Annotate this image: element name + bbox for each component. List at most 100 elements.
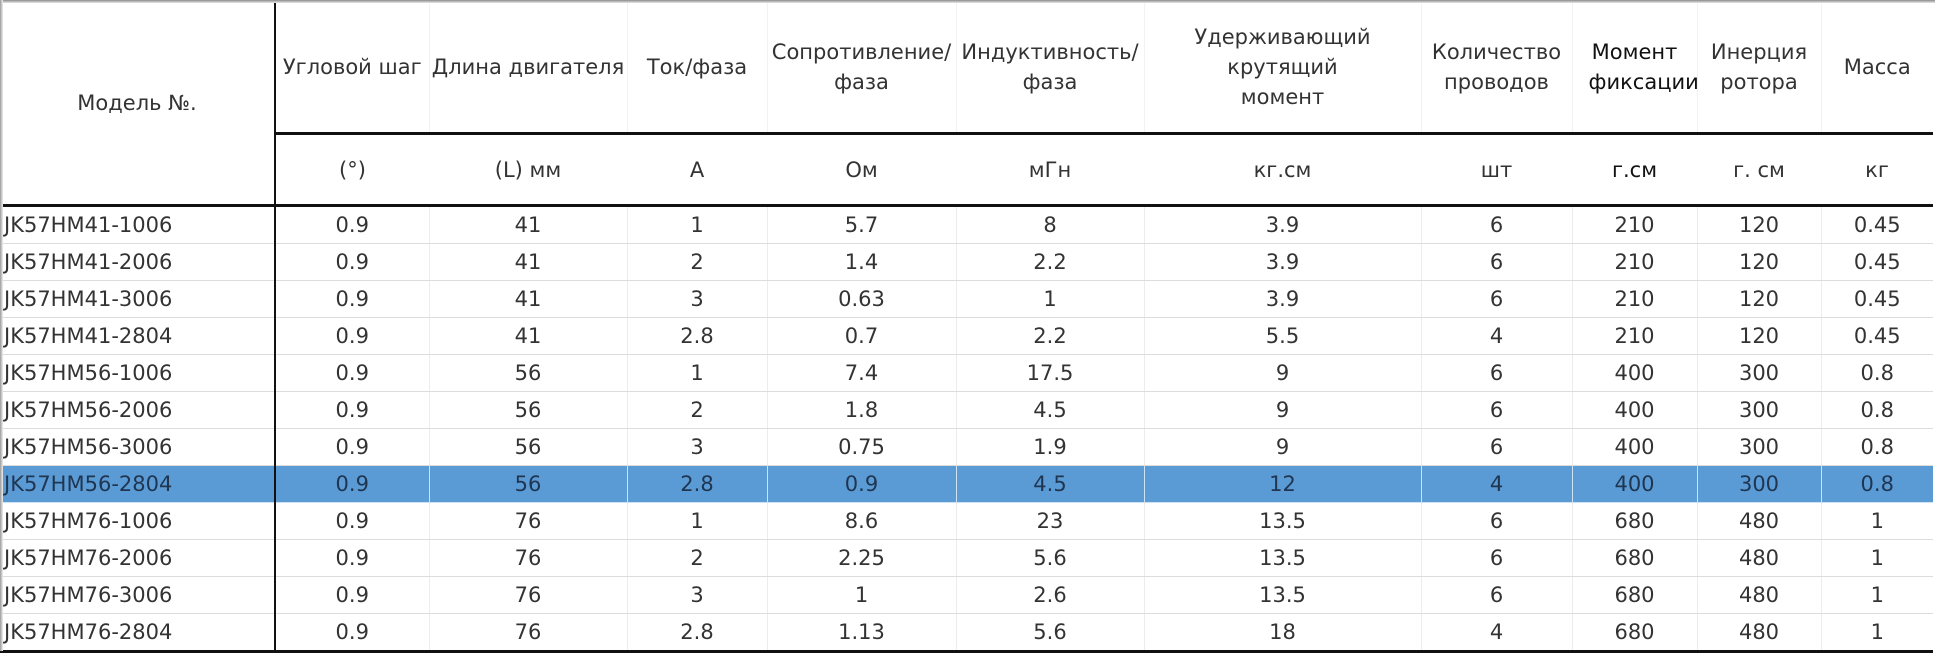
cell-rotor-inertia: 480 — [1696, 539, 1821, 577]
table-row[interactable]: JK57HM56-3006 0.9 56 3 0.75 1.9 9 6 400 … — [0, 428, 1933, 466]
cell-detent-torque: 400 — [1571, 428, 1697, 466]
cell-current: 2 — [626, 539, 767, 577]
cell-resistance: 7.4 — [766, 354, 956, 392]
cell-resistance: 1.4 — [766, 243, 956, 281]
table-row[interactable]: JK57HM41-3006 0.9 41 3 0.63 1 3.9 6 210 … — [0, 280, 1933, 318]
cell-model: JK57HM41-2006 — [0, 243, 276, 281]
cell-holding-torque: 9 — [1143, 428, 1421, 466]
cell-lead-wires: 6 — [1420, 354, 1572, 392]
table-row[interactable]: JK57HM41-2006 0.9 41 2 1.4 2.2 3.9 6 210… — [0, 243, 1933, 281]
header-model: Модель №. — [0, 2, 276, 207]
table-row[interactable]: JK57HM41-2804 0.9 41 2.8 0.7 2.2 5.5 4 2… — [0, 317, 1933, 355]
cell-inductance: 17.5 — [955, 354, 1144, 392]
cell-resistance: 1 — [766, 576, 956, 614]
table-row-selected[interactable]: JK57HM56-2804 0.9 56 2.8 0.9 4.5 12 4 40… — [0, 465, 1933, 503]
unit-lead-wires: шт — [1421, 133, 1572, 207]
table-row[interactable]: JK57HM56-1006 0.9 56 1 7.4 17.5 9 6 400 … — [0, 354, 1933, 392]
cell-model: JK57HM56-1006 — [0, 354, 276, 392]
table-row[interactable]: JK57HM56-2006 0.9 56 2 1.8 4.5 9 6 400 3… — [0, 391, 1933, 429]
cell-mass: 0.45 — [1820, 317, 1933, 355]
cell-holding-torque: 13.5 — [1143, 576, 1421, 614]
cell-current: 2 — [626, 391, 767, 429]
cell-motor-length: 76 — [428, 502, 627, 540]
cell-motor-length: 41 — [428, 317, 627, 355]
cell-lead-wires: 6 — [1420, 391, 1572, 429]
unit-rotor-inertia: г. см — [1697, 133, 1821, 207]
cell-model: JK57HM41-2804 — [0, 317, 276, 355]
cell-lead-wires: 6 — [1420, 502, 1572, 540]
cell-lead-wires: 6 — [1420, 205, 1572, 244]
cell-resistance: 1.8 — [766, 391, 956, 429]
header-unit-row: (°) (L) мм А Ом мГн кг.см шт г.см г. см … — [0, 133, 1933, 207]
cell-motor-length: 76 — [428, 576, 627, 614]
cell-rotor-inertia: 480 — [1696, 613, 1821, 653]
table-row[interactable]: JK57HM41-1006 0.9 41 1 5.7 8 3.9 6 210 1… — [0, 205, 1933, 244]
cell-rotor-inertia: 480 — [1696, 576, 1821, 614]
cell-inductance: 2.6 — [955, 576, 1144, 614]
cell-step-angle: 0.9 — [274, 280, 429, 318]
table-row[interactable]: JK57HM76-1006 0.9 76 1 8.6 23 13.5 6 680… — [0, 502, 1933, 540]
cell-model: JK57HM56-2006 — [0, 391, 276, 429]
cell-detent-torque: 680 — [1571, 576, 1697, 614]
left-edge-shadow — [0, 0, 3, 651]
top-edge-shadow — [0, 0, 1935, 3]
cell-rotor-inertia: 300 — [1696, 354, 1821, 392]
cell-resistance: 1.13 — [766, 613, 956, 653]
cell-detent-torque: 210 — [1571, 243, 1697, 281]
cell-rotor-inertia: 300 — [1696, 465, 1821, 503]
cell-resistance: 0.75 — [766, 428, 956, 466]
cell-current: 3 — [626, 280, 767, 318]
unit-mass: кг — [1821, 133, 1933, 207]
cell-resistance: 2.25 — [766, 539, 956, 577]
cell-step-angle: 0.9 — [274, 354, 429, 392]
cell-step-angle: 0.9 — [274, 502, 429, 540]
cell-lead-wires: 6 — [1420, 243, 1572, 281]
cell-holding-torque: 5.5 — [1143, 317, 1421, 355]
cell-inductance: 1.9 — [955, 428, 1144, 466]
cell-holding-torque: 13.5 — [1143, 502, 1421, 540]
cell-rotor-inertia: 120 — [1696, 317, 1821, 355]
header-motor-length: Длина двигателя — [428, 2, 627, 135]
cell-motor-length: 41 — [428, 280, 627, 318]
cell-mass: 1 — [1820, 539, 1933, 577]
cell-step-angle: 0.9 — [274, 243, 429, 281]
table-row[interactable]: JK57HM76-3006 0.9 76 3 1 2.6 13.5 6 680 … — [0, 576, 1933, 614]
cell-inductance: 5.6 — [955, 613, 1144, 653]
header-rotor-inertia: Инерция ротора — [1696, 2, 1821, 135]
cell-step-angle: 0.9 — [274, 465, 429, 503]
cell-inductance: 4.5 — [955, 391, 1144, 429]
cell-current: 3 — [626, 428, 767, 466]
unit-detent-torque: г.см — [1572, 133, 1697, 207]
cell-rotor-inertia: 480 — [1696, 502, 1821, 540]
cell-resistance: 0.9 — [766, 465, 956, 503]
unit-step-angle: (°) — [275, 133, 429, 207]
cell-lead-wires: 6 — [1420, 539, 1572, 577]
cell-detent-torque: 210 — [1571, 205, 1697, 244]
header-holding-torque: Удерживающий крутящий момент — [1143, 2, 1421, 135]
table-row[interactable]: JK57HM76-2804 0.9 76 2.8 1.13 5.6 18 4 6… — [0, 613, 1933, 653]
cell-current: 2.8 — [626, 465, 767, 503]
cell-lead-wires: 6 — [1420, 428, 1572, 466]
cell-lead-wires: 6 — [1420, 576, 1572, 614]
cell-model: JK57HM56-3006 — [0, 428, 276, 466]
table-row[interactable]: JK57HM76-2006 0.9 76 2 2.25 5.6 13.5 6 6… — [0, 539, 1933, 577]
cell-model: JK57HM76-2006 — [0, 539, 276, 577]
cell-mass: 1 — [1820, 502, 1933, 540]
cell-detent-torque: 680 — [1571, 613, 1697, 653]
cell-inductance: 4.5 — [955, 465, 1144, 503]
cell-current: 1 — [626, 502, 767, 540]
cell-holding-torque: 13.5 — [1143, 539, 1421, 577]
cell-detent-torque: 400 — [1571, 354, 1697, 392]
header-current: Ток/фаза — [626, 2, 767, 135]
header-title-row: Модель №. Угловой шаг Длина двигателя То… — [0, 2, 1933, 207]
cell-step-angle: 0.9 — [274, 317, 429, 355]
cell-motor-length: 56 — [428, 465, 627, 503]
cell-model: JK57HM76-3006 — [0, 576, 276, 614]
header-lead-wires: Количество проводов — [1420, 2, 1572, 135]
cell-mass: 0.8 — [1820, 354, 1933, 392]
cell-detent-torque: 400 — [1571, 391, 1697, 429]
cell-mass: 1 — [1820, 613, 1933, 653]
unit-inductance: мГн — [956, 133, 1144, 207]
cell-mass: 0.45 — [1820, 205, 1933, 244]
